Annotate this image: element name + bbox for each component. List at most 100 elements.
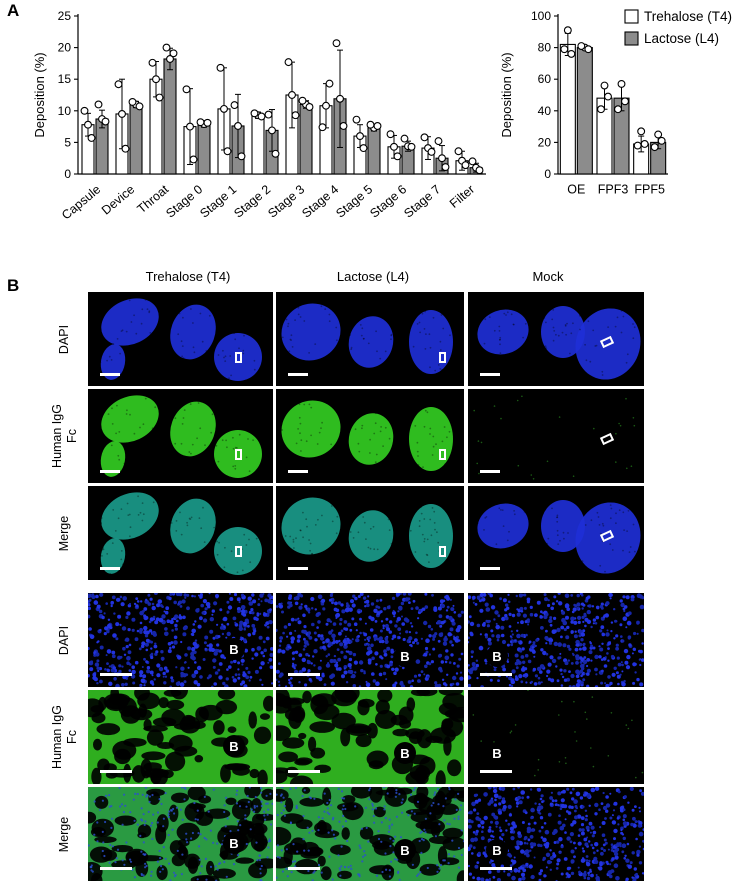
scale-bar [288,770,320,773]
data-point [339,122,348,130]
data-point [182,85,191,94]
data-point [640,140,649,148]
lung-lobe [214,527,262,575]
x-tick-label: FPF3 [598,182,629,196]
micrograph-high-dapi-2: B [468,593,644,687]
column-header-lactose: Lactose (L4) [336,269,410,284]
data-point [386,130,395,139]
micrograph-low-dapi-2 [468,292,644,386]
data-point [461,161,470,170]
row-label-dapi-low: DAPI [57,324,72,354]
data-point [230,101,239,110]
lung-lobe [575,308,641,380]
lung-lobe [348,413,394,465]
bar [251,114,265,175]
y-tick-label: 5 [64,135,71,149]
data-point [196,118,205,127]
row-label-dapi-high: DAPI [57,625,72,655]
data-point [393,152,402,161]
bar [129,103,143,175]
data-point [336,94,344,103]
data-point [257,112,266,121]
data-point [220,104,228,113]
data-point [121,144,130,153]
data-point [114,80,123,89]
data-point [563,26,572,35]
scale-bar [288,567,308,570]
data-point [264,110,273,119]
data-point [80,106,89,115]
panel-label-a: A [7,1,20,20]
data-point [250,109,259,118]
data-point [305,103,314,111]
y-tick-label: 80 [538,41,552,55]
lung-lobe [170,304,216,360]
y-tick-label: 40 [538,104,552,118]
micrograph-low-merge-1 [276,486,464,580]
y-tick-label: 100 [531,9,551,23]
micrograph-high-fc-1: B [276,690,464,784]
data-point [441,163,450,171]
data-point [407,142,416,151]
lung-lobe [541,306,585,358]
micrograph-high-merge-2: B [468,787,644,881]
x-tick-label: Stage 5 [333,182,375,220]
data-point [584,45,593,54]
bronchiole-label: B [486,742,508,764]
data-point [216,63,225,72]
data-point [654,130,663,139]
data-point [237,152,246,161]
roi-box [439,546,446,557]
lung-lobe [348,510,394,562]
x-tick-label: Stage 6 [367,182,409,220]
data-point [84,120,92,129]
data-point [186,122,194,131]
scale-bar [480,867,512,870]
data-point [657,136,666,145]
micrograph-low-dapi-1 [276,292,464,386]
legend-swatch [624,31,639,46]
data-point [617,79,626,88]
data-point [162,43,171,52]
scale-bar [480,373,500,376]
bar [576,47,593,175]
micrograph-high-fc-2: B [468,690,644,784]
y-tick-label: 60 [538,72,552,86]
x-tick-label: Stage 1 [197,182,239,220]
data-point [166,55,174,63]
lung-lobe [101,298,159,346]
data-point [94,100,103,109]
roi-box [235,449,242,460]
roi-box [235,546,242,557]
data-point [621,97,629,106]
bronchiole-label: B [394,839,416,861]
y-tick-label: 10 [58,104,72,118]
data-point [454,147,463,156]
x-tick-label: Stage 3 [265,182,307,220]
fraction-deposition-chart: 0 20 40 60 80 100 Deposition (%) OE FPF3 FPF5 Treh… [499,9,732,196]
data-point [614,105,622,114]
data-point [128,98,137,106]
micrograph-low-merge-2 [468,486,644,580]
data-point [650,143,659,152]
x-tick-label: OE [567,182,585,196]
bronchiole-label: B [486,839,508,861]
data-point [291,111,300,120]
micrograph-high-merge-0: B [88,787,273,881]
x-tick-label: Device [99,182,137,217]
legend-label: Trehalose (T4) [644,9,732,24]
x-tick-label: Capsule [59,182,103,222]
legend-label: Lactose (L4) [644,31,719,46]
scale-bar [100,673,132,676]
lung-lobe [409,504,453,568]
data-point [169,49,178,58]
lung-lobe [214,430,262,478]
micrograph-high-fc-0: B [88,690,273,784]
lung-lobe [575,502,641,574]
roi-box [235,352,242,363]
data-point [135,102,144,111]
y-tick-label: 20 [58,41,72,55]
x-tick-label: Filter [447,182,477,211]
scale-bar [288,867,320,870]
data-point [633,141,642,150]
